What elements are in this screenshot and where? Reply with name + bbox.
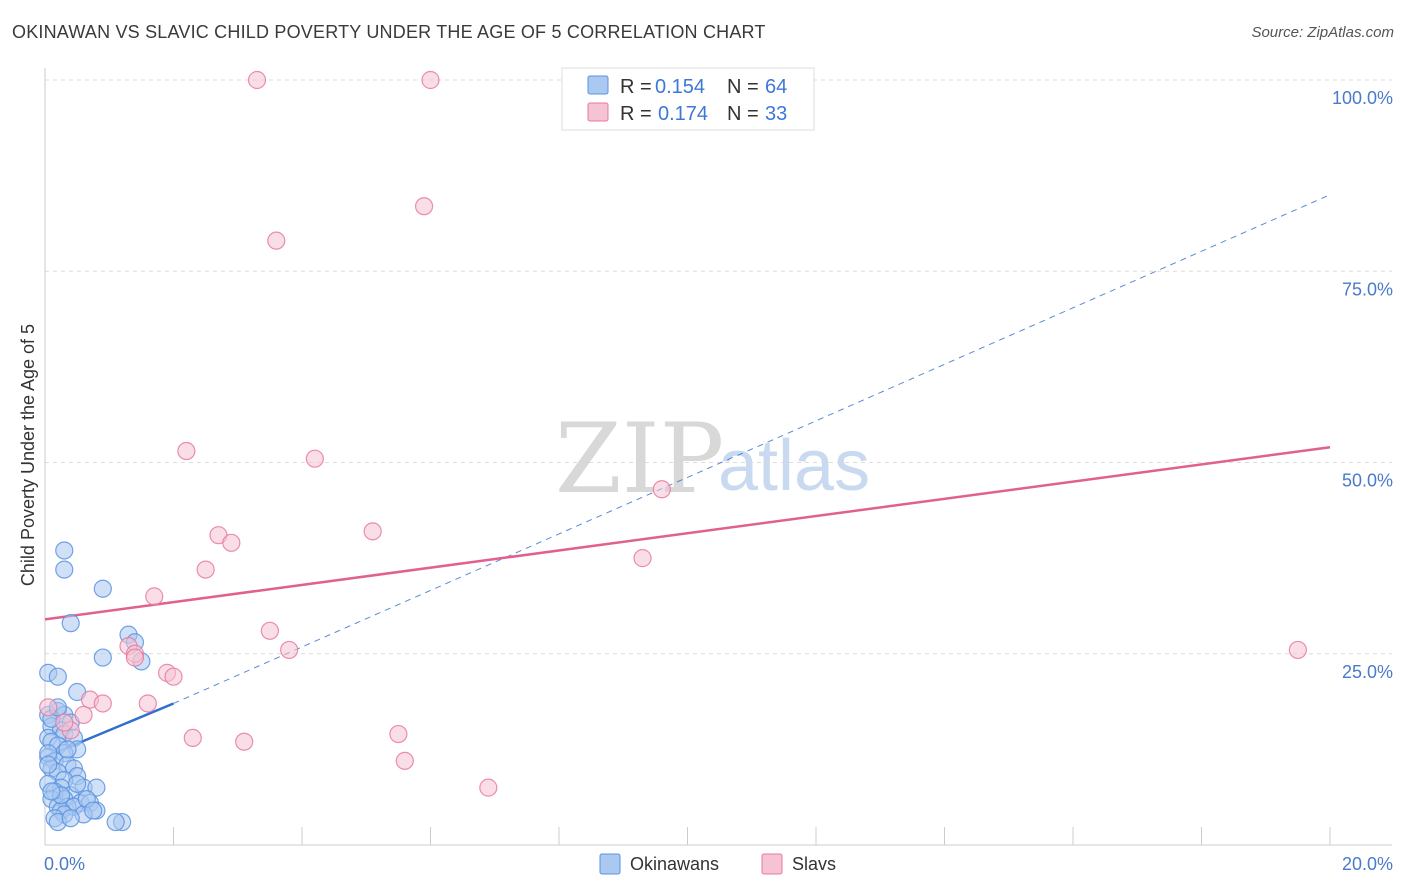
point-slavs-9 (222, 533, 241, 552)
watermark-atlas: atlas (718, 426, 870, 506)
point-okinawans-53 (61, 809, 80, 828)
point-slavs-26 (235, 732, 254, 751)
bottom-legend-slavs: Slavs (792, 854, 836, 874)
point-slavs-16 (280, 640, 299, 660)
bottom-legend-okinawans: Okinawans (630, 854, 719, 874)
x-tick-labels: 0.0% 20.0% (44, 854, 1393, 874)
y-tick-label-0: 25.0% (1342, 662, 1393, 682)
stats-legend: R = 0.154 N = 64 R = 0.174 N = 33 (561, 67, 815, 131)
legend-r-label-slavs: R = (620, 103, 652, 125)
source-label: Source: ZipAtlas.com (1251, 24, 1394, 41)
legend-swatch-okinawans (587, 75, 609, 95)
watermark-zip: ZIP (555, 403, 724, 515)
point-slavs-29 (479, 778, 498, 797)
y-tick-labels: 25.0% 50.0% 75.0% 100.0% (1332, 88, 1393, 682)
point-slavs-13 (260, 621, 279, 640)
legend-r-slavs: 0.174 (658, 103, 708, 125)
point-slavs-6 (652, 480, 671, 499)
point-slavs-5 (305, 449, 324, 468)
point-slavs-28 (395, 751, 414, 770)
y-tick-label-1: 50.0% (1342, 471, 1393, 491)
trend-okinawans-extended (173, 194, 1331, 704)
point-slavs-31 (125, 648, 145, 667)
trend-slavs (44, 445, 1331, 621)
point-slavs-32 (55, 713, 74, 732)
point-slavs-20 (93, 694, 112, 713)
point-okinawans-9 (48, 667, 67, 686)
point-slavs-30 (1288, 640, 1307, 660)
point-slavs-18 (164, 667, 183, 686)
point-slavs-3 (267, 231, 286, 250)
point-slavs-1 (421, 70, 440, 90)
point-okinawans-2 (61, 614, 80, 633)
y-tick-label-3: 100.0% (1332, 88, 1393, 108)
point-okinawans-60 (84, 801, 103, 820)
point-slavs-23 (74, 705, 93, 725)
y-tick-label-2: 75.0% (1342, 279, 1393, 299)
point-slavs-7 (363, 522, 382, 541)
point-slavs-10 (196, 560, 215, 579)
legend-r-label-okinawans: R = (620, 76, 652, 98)
grid-lines (45, 79, 1392, 655)
point-slavs-25 (183, 728, 202, 748)
x-tick-label-1: 20.0% (1342, 854, 1393, 874)
point-okinawans-58 (58, 740, 77, 759)
point-okinawans-62 (68, 774, 87, 793)
legend-swatch-slavs (587, 102, 609, 122)
legend-n-okinawans: 64 (765, 76, 787, 98)
watermark: ZIP atlas (555, 403, 870, 515)
legend-n-slavs: 33 (765, 103, 787, 125)
data-points (39, 70, 1307, 832)
point-slavs-0 (247, 70, 267, 90)
point-slavs-2 (414, 197, 434, 216)
chart-title: OKINAWAN VS SLAVIC CHILD POVERTY UNDER T… (12, 22, 766, 42)
point-okinawans-57 (39, 755, 58, 774)
point-okinawans-1 (55, 560, 74, 579)
point-slavs-11 (633, 549, 652, 568)
point-slavs-22 (39, 698, 58, 717)
point-okinawans-6 (93, 648, 112, 667)
point-slavs-12 (145, 587, 164, 606)
bottom-legend-swatch-slavs (761, 853, 783, 875)
series-legend: Okinawans Slavs (599, 853, 836, 875)
point-slavs-4 (177, 441, 196, 461)
point-slavs-21 (138, 694, 157, 713)
point-okinawans-3 (93, 579, 112, 598)
legend-n-label-slavs: N = (727, 103, 759, 125)
bottom-legend-swatch-okinawans (599, 853, 621, 875)
point-slavs-27 (389, 724, 408, 744)
legend-n-label-okinawans: N = (727, 76, 759, 98)
legend-r-okinawans: 0.154 (655, 76, 705, 98)
point-okinawans-63 (42, 782, 61, 801)
point-okinawans-0 (55, 541, 74, 560)
point-okinawans-51 (106, 812, 125, 832)
y-axis-label: Child Poverty Under the Age of 5 (18, 324, 38, 586)
x-tick-label-0: 0.0% (44, 854, 85, 874)
